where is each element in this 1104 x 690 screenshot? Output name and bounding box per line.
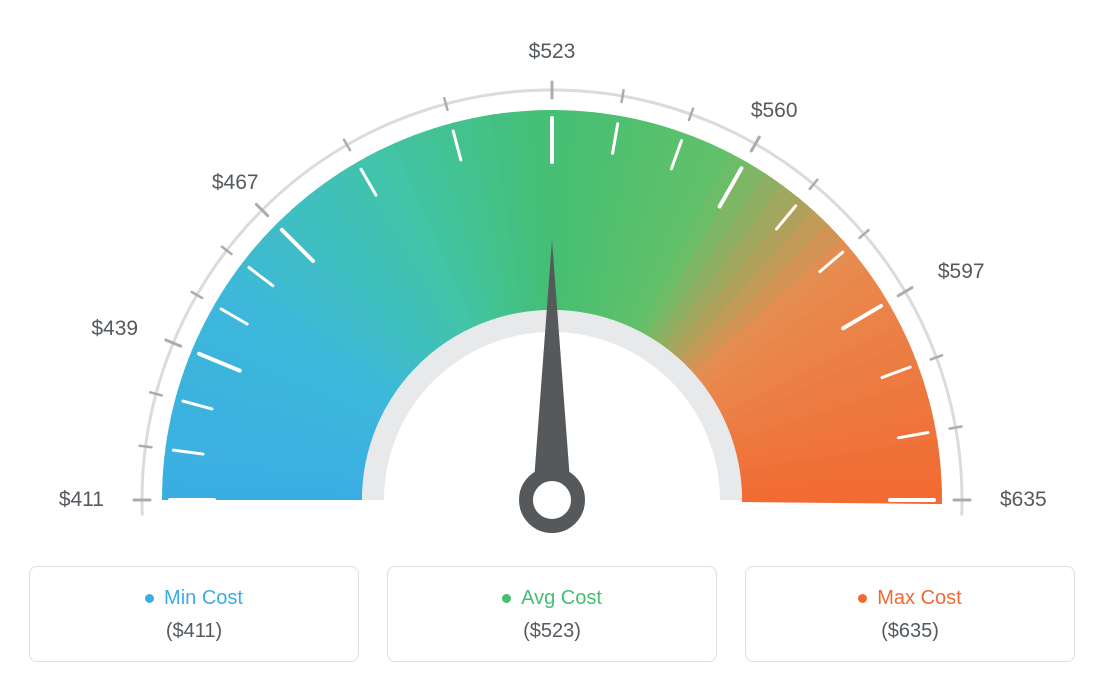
gauge-tick-label: $560 <box>751 99 798 123</box>
gauge-tick-label: $439 <box>91 317 138 341</box>
gauge-container: $411 $439 $467 $523 $560 $597 $635 <box>0 0 1104 550</box>
legend-row: Min Cost ($411) Avg Cost ($523) Max Cost… <box>0 566 1104 662</box>
gauge-tick-label: $635 <box>1000 488 1047 512</box>
legend-card-avg: Avg Cost ($523) <box>387 566 717 662</box>
dot-avg <box>502 594 511 603</box>
legend-value-avg: ($523) <box>398 620 706 643</box>
legend-title-max-text: Max Cost <box>877 587 961 610</box>
legend-card-min: Min Cost ($411) <box>29 566 359 662</box>
dot-min <box>145 594 154 603</box>
gauge-svg <box>72 20 1032 540</box>
legend-title-max: Max Cost <box>858 587 961 610</box>
legend-value-min: ($411) <box>40 620 348 643</box>
legend-card-max: Max Cost ($635) <box>745 566 1075 662</box>
gauge-tick-label: $523 <box>529 40 576 64</box>
legend-title-avg: Avg Cost <box>502 587 602 610</box>
legend-value-max: ($635) <box>756 620 1064 643</box>
gauge-tick-label: $467 <box>212 171 259 195</box>
gauge-tick-label: $411 <box>59 488 104 512</box>
dot-max <box>858 594 867 603</box>
gauge-tick-label: $597 <box>938 260 985 284</box>
legend-title-min-text: Min Cost <box>164 587 243 610</box>
legend-title-min: Min Cost <box>145 587 243 610</box>
legend-title-avg-text: Avg Cost <box>521 587 602 610</box>
